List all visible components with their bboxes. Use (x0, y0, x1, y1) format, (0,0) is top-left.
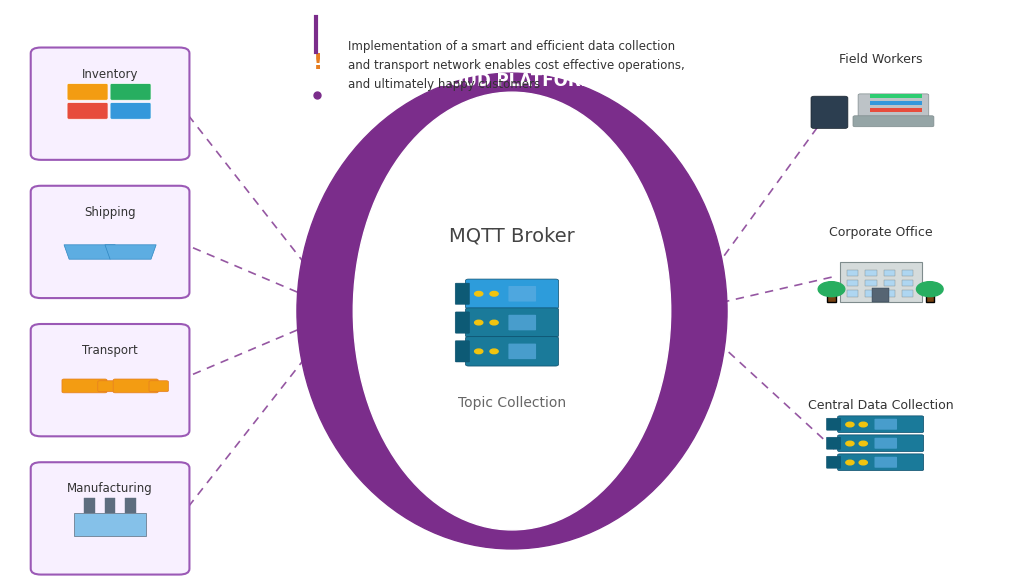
FancyBboxPatch shape (872, 288, 889, 302)
Circle shape (475, 320, 483, 325)
FancyBboxPatch shape (865, 280, 877, 286)
FancyBboxPatch shape (826, 456, 841, 468)
FancyBboxPatch shape (826, 437, 841, 449)
FancyBboxPatch shape (113, 379, 158, 393)
FancyBboxPatch shape (508, 314, 537, 331)
Ellipse shape (297, 73, 727, 549)
FancyBboxPatch shape (865, 270, 877, 276)
FancyBboxPatch shape (847, 280, 858, 286)
FancyBboxPatch shape (150, 381, 168, 392)
FancyBboxPatch shape (884, 280, 895, 286)
Circle shape (859, 422, 867, 427)
FancyBboxPatch shape (31, 48, 189, 160)
FancyBboxPatch shape (870, 101, 922, 105)
Text: Topic Collection: Topic Collection (458, 396, 566, 410)
Circle shape (859, 441, 867, 446)
FancyBboxPatch shape (31, 462, 189, 574)
FancyBboxPatch shape (874, 419, 897, 430)
Circle shape (846, 460, 854, 465)
Text: Corporate Office: Corporate Office (828, 226, 933, 239)
Circle shape (475, 291, 483, 296)
FancyBboxPatch shape (902, 290, 913, 297)
Circle shape (846, 422, 854, 427)
FancyBboxPatch shape (870, 94, 922, 98)
FancyBboxPatch shape (870, 108, 922, 112)
Text: Manufacturing: Manufacturing (68, 483, 153, 495)
Circle shape (818, 282, 845, 297)
FancyBboxPatch shape (902, 270, 913, 276)
Text: !: ! (312, 54, 323, 73)
Circle shape (490, 320, 499, 325)
FancyBboxPatch shape (111, 84, 152, 100)
FancyBboxPatch shape (98, 381, 118, 392)
Circle shape (916, 282, 943, 297)
FancyBboxPatch shape (85, 498, 95, 513)
FancyBboxPatch shape (68, 103, 109, 119)
FancyBboxPatch shape (858, 94, 929, 119)
FancyBboxPatch shape (838, 435, 924, 452)
FancyBboxPatch shape (455, 341, 469, 362)
FancyBboxPatch shape (111, 103, 152, 119)
Circle shape (490, 349, 499, 354)
FancyBboxPatch shape (508, 343, 537, 359)
Circle shape (490, 291, 499, 296)
FancyBboxPatch shape (508, 286, 537, 302)
FancyBboxPatch shape (838, 454, 924, 471)
FancyBboxPatch shape (884, 290, 895, 297)
FancyBboxPatch shape (465, 279, 559, 309)
Text: Inventory: Inventory (82, 68, 138, 81)
FancyBboxPatch shape (865, 290, 877, 297)
FancyBboxPatch shape (827, 294, 836, 302)
Text: MQTT Broker: MQTT Broker (450, 227, 574, 245)
FancyBboxPatch shape (874, 438, 897, 449)
FancyBboxPatch shape (105, 498, 116, 513)
Polygon shape (105, 245, 156, 259)
FancyBboxPatch shape (455, 312, 469, 333)
Text: Implementation of a smart and efficient data collection
and transport network en: Implementation of a smart and efficient … (348, 40, 685, 92)
FancyBboxPatch shape (31, 324, 189, 437)
FancyBboxPatch shape (465, 308, 559, 338)
FancyBboxPatch shape (31, 186, 189, 298)
FancyBboxPatch shape (838, 416, 924, 433)
FancyBboxPatch shape (840, 262, 922, 302)
Ellipse shape (287, 67, 737, 555)
FancyBboxPatch shape (811, 96, 848, 128)
Circle shape (846, 441, 854, 446)
FancyBboxPatch shape (68, 84, 109, 100)
FancyBboxPatch shape (826, 418, 841, 430)
Circle shape (859, 460, 867, 465)
Text: Transport: Transport (82, 344, 138, 357)
Text: Shipping: Shipping (84, 206, 136, 219)
Text: Field Workers: Field Workers (839, 53, 923, 66)
Ellipse shape (353, 92, 671, 530)
FancyBboxPatch shape (847, 270, 858, 276)
Text: Central Data Collection: Central Data Collection (808, 399, 953, 412)
FancyBboxPatch shape (884, 270, 895, 276)
FancyBboxPatch shape (874, 457, 897, 468)
Text: CLOUD PLATFORM: CLOUD PLATFORM (427, 72, 597, 90)
Polygon shape (63, 245, 116, 259)
FancyBboxPatch shape (926, 294, 934, 302)
Circle shape (475, 349, 483, 354)
FancyBboxPatch shape (853, 116, 934, 127)
FancyBboxPatch shape (455, 283, 469, 304)
FancyBboxPatch shape (62, 379, 108, 393)
FancyBboxPatch shape (126, 498, 136, 513)
FancyBboxPatch shape (465, 336, 559, 366)
FancyBboxPatch shape (847, 290, 858, 297)
FancyBboxPatch shape (902, 280, 913, 286)
FancyBboxPatch shape (75, 513, 146, 536)
